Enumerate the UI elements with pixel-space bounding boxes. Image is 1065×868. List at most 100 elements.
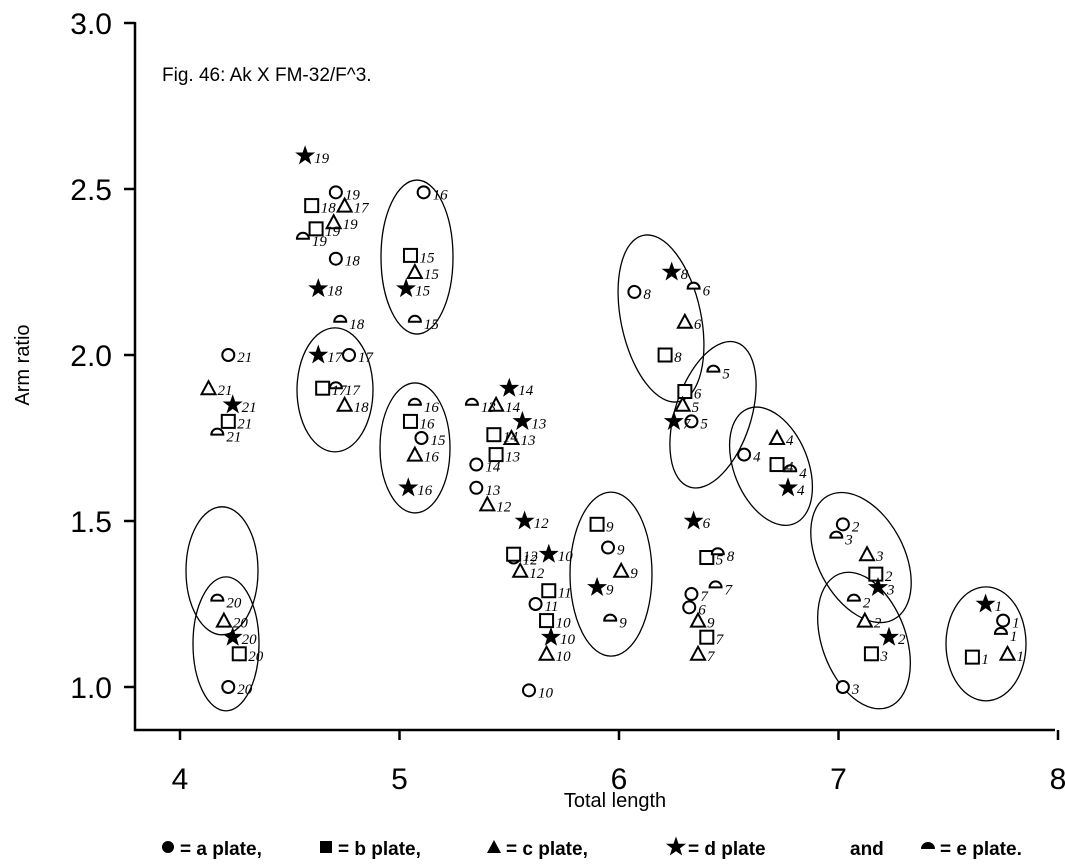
point-label-c-9: 9	[630, 566, 638, 582]
point-label-e-3: 3	[844, 533, 853, 549]
point-label-d-21: 21	[242, 400, 257, 416]
point-e-2	[846, 593, 861, 602]
point-c-6	[676, 312, 694, 329]
point-b-21	[220, 413, 236, 429]
point-label-d-14: 14	[518, 383, 534, 399]
point-label-b-12: 12	[523, 549, 539, 565]
point-a-2	[835, 517, 850, 532]
y-tick-label: 2.0	[70, 340, 112, 373]
x-axis-title: Total length	[564, 790, 666, 812]
x-tick-label: 8	[1050, 763, 1065, 796]
point-label-c-13: 13	[520, 433, 535, 449]
point-label-b-2: 2	[885, 569, 893, 585]
point-b-19	[308, 221, 324, 237]
point-d-16	[398, 477, 419, 497]
point-d-13	[512, 410, 533, 430]
point-label-d-19: 19	[314, 151, 330, 167]
point-e-8	[710, 547, 725, 556]
cluster-ellipse	[380, 179, 454, 335]
point-label-e-19: 19	[312, 234, 328, 250]
point-e-18	[333, 314, 348, 323]
point-label-b-20: 20	[248, 649, 264, 665]
y-axis-title: Arm ratio	[12, 324, 34, 405]
point-b-13	[488, 447, 504, 463]
point-label-a-11: 11	[545, 599, 559, 615]
point-c-4	[768, 428, 786, 445]
plot-frame	[133, 22, 1055, 732]
point-c-9	[689, 611, 707, 628]
point-label-a-10: 10	[538, 685, 554, 701]
point-c-9	[612, 561, 630, 578]
point-label-c-9: 9	[707, 616, 715, 632]
point-d-8	[661, 261, 682, 281]
point-label-b-3: 3	[879, 649, 888, 665]
point-label-e-9: 9	[619, 616, 627, 632]
point-a-18	[328, 251, 343, 266]
point-a-10	[522, 683, 537, 698]
point-label-d-4: 4	[797, 483, 805, 499]
legend-label-b: = b plate,	[338, 839, 421, 860]
point-c-13	[502, 428, 521, 445]
point-c-18	[335, 395, 354, 412]
point-d-10	[538, 543, 559, 563]
point-e-1	[993, 626, 1008, 635]
point-label-b-10: 10	[556, 616, 572, 632]
point-label-c-18: 18	[354, 400, 370, 416]
point-e-19	[295, 231, 310, 240]
point-b-16	[402, 413, 418, 429]
cluster-ellipse	[810, 491, 912, 624]
point-label-a-12: 12	[523, 553, 539, 569]
point-label-a-20: 20	[237, 682, 253, 698]
cluster-ellipse	[379, 382, 451, 514]
point-label-c-7: 7	[707, 649, 716, 665]
point-label-d-6: 6	[703, 516, 711, 532]
point-c-7	[689, 644, 707, 661]
cluster-ellipse	[296, 327, 374, 453]
point-a-13	[469, 480, 484, 495]
point-label-b-6: 6	[694, 387, 702, 403]
point-a-20	[221, 680, 236, 694]
point-b-17	[315, 380, 331, 396]
legend-label-c: = c plate,	[506, 839, 588, 860]
point-label-a-13: 13	[485, 483, 500, 499]
point-d-18	[308, 278, 329, 298]
x-tick-label: 6	[611, 763, 628, 796]
point-label-e-21: 21	[226, 430, 241, 446]
point-label-d-17: 17	[327, 350, 344, 366]
point-label-d-9: 9	[606, 582, 614, 598]
point-label-a-15: 15	[430, 433, 446, 449]
point-label-b-17: 17	[332, 383, 349, 399]
point-label-a-18: 18	[345, 254, 361, 270]
point-d-10	[540, 626, 561, 646]
point-label-c-10: 10	[556, 649, 572, 665]
legend: = a plate, = b plate, = c plate, = d plate a…	[162, 836, 1022, 860]
point-a-3	[835, 680, 850, 694]
point-label-b-21: 21	[237, 416, 252, 432]
point-b-7	[699, 629, 715, 645]
legend-marker-d	[665, 836, 687, 856]
point-label-e-17: 17	[345, 383, 362, 399]
legend-label-e: = e plate.	[940, 839, 1022, 860]
point-d-17	[308, 344, 329, 364]
legend-label-d: = d plate	[688, 839, 766, 860]
point-label-b-7: 7	[716, 632, 725, 648]
point-label-d-3: 3	[886, 582, 895, 598]
point-label-d-20: 20	[242, 632, 258, 648]
point-label-d-1: 1	[995, 599, 1003, 615]
point-label-c-2: 2	[874, 616, 882, 632]
point-label-c-4: 4	[786, 433, 794, 449]
x-tick-label: 5	[391, 763, 408, 796]
cluster-ellipse	[728, 406, 814, 527]
point-d-15	[396, 278, 417, 298]
point-c-10	[537, 644, 556, 661]
point-c-15	[406, 262, 424, 279]
point-label-b-4: 4	[786, 460, 794, 476]
point-d-9	[587, 576, 608, 596]
y-tick-label: 3.0	[70, 8, 112, 41]
point-e-7	[708, 580, 723, 589]
point-a-6	[682, 600, 697, 615]
point-e-3	[829, 530, 844, 539]
point-label-a-1: 1	[1012, 616, 1020, 632]
point-c-14	[487, 395, 505, 412]
point-label-e-13: 13	[481, 400, 496, 416]
